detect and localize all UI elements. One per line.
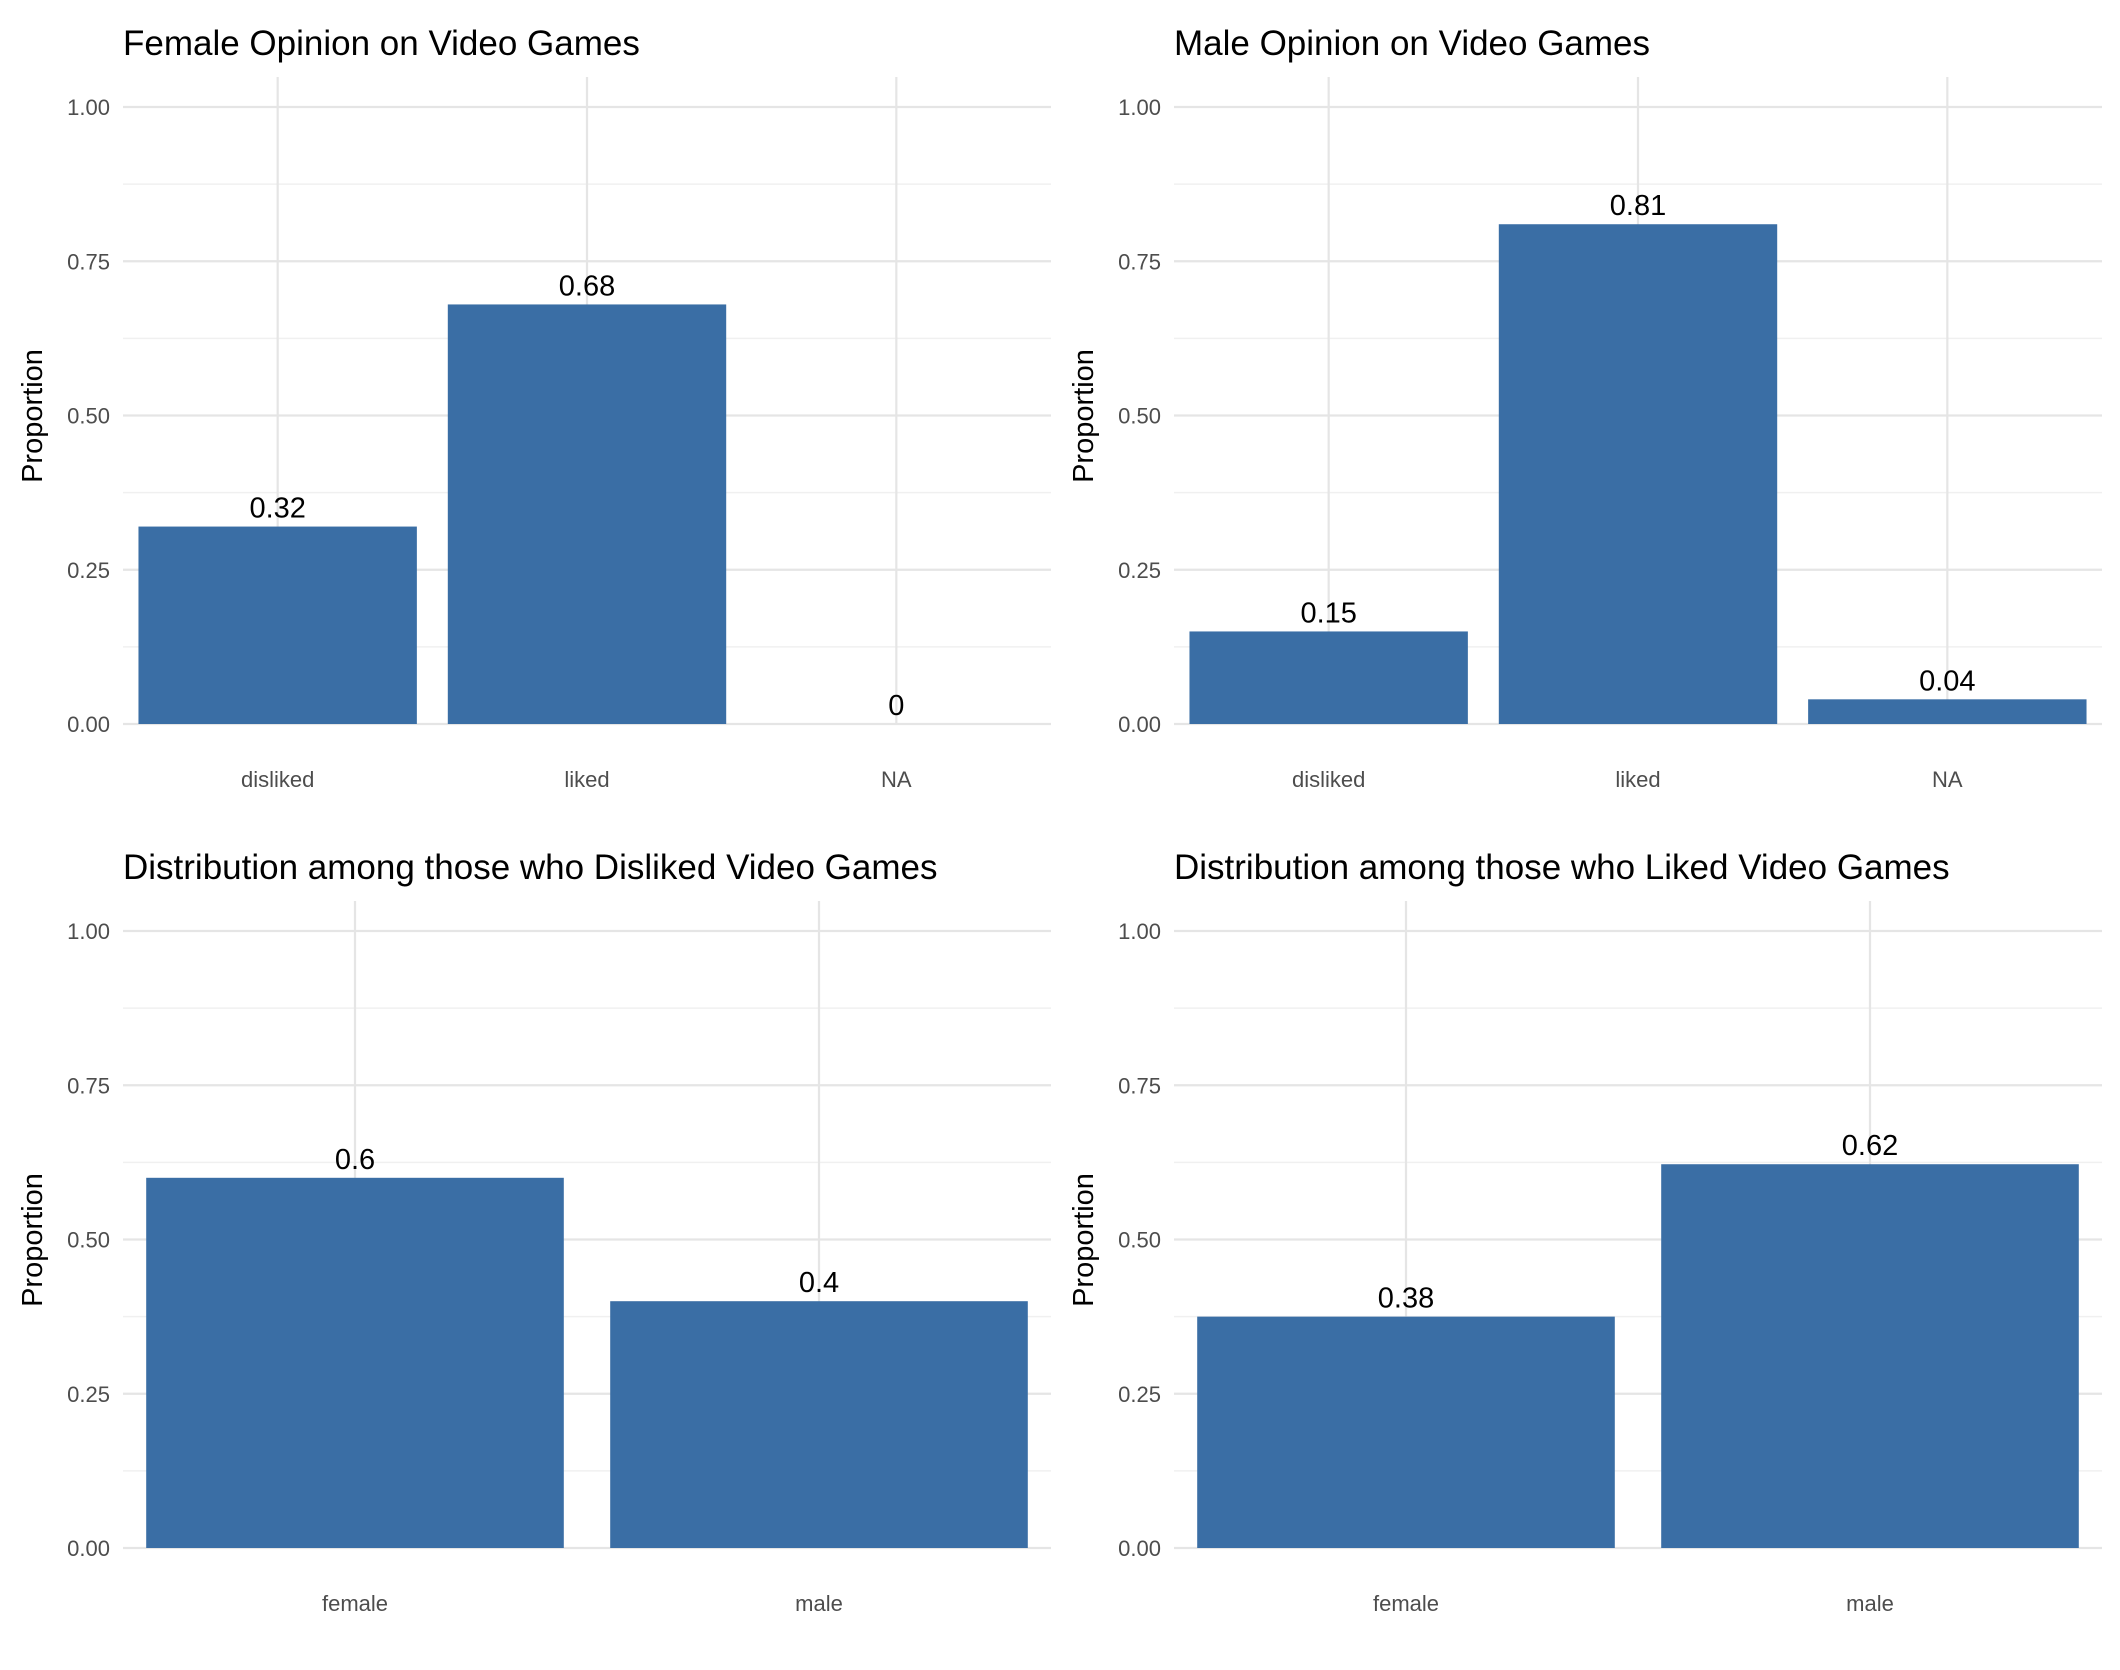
y-tick-label: 0.00: [1118, 712, 1161, 737]
x-tick-label: male: [1846, 1591, 1894, 1616]
chart-title: Distribution among those who Liked Video…: [1174, 848, 1950, 887]
data-label: 0.38: [1378, 1283, 1434, 1315]
chart-title: Distribution among those who Disliked Vi…: [123, 848, 938, 887]
y-tick-label: 0.25: [1118, 558, 1161, 583]
y-axis-label: Proportion: [17, 349, 49, 483]
x-tick-label: NA: [881, 767, 912, 792]
x-tick-label: liked: [1615, 767, 1660, 792]
y-tick-label: 0.50: [1118, 404, 1161, 429]
x-tick-label: NA: [1932, 767, 1963, 792]
chart-panel-4: 0.00 0.25 0.50 0.75 1.00 0.38 female 0.62 male Di…: [1068, 848, 2102, 1616]
bar-disliked: [1189, 631, 1468, 724]
y-tick-label: 0.00: [67, 1536, 110, 1561]
y-tick-label: 0.75: [1118, 249, 1161, 274]
data-label: 0.68: [559, 270, 615, 302]
y-tick-label: 0.75: [67, 1073, 110, 1098]
y-tick-label: 0.00: [67, 712, 110, 737]
y-tick-label: 0.25: [67, 558, 110, 583]
y-tick-label: 0.50: [67, 404, 110, 429]
y-tick-label: 0.50: [67, 1228, 110, 1253]
y-tick-label: 1.00: [1118, 95, 1161, 120]
data-label: 0.4: [799, 1267, 839, 1299]
bar-liked: [1498, 224, 1778, 725]
bar-male: [1661, 1164, 2079, 1548]
chart-panel-2: 0.00 0.25 0.50 0.75 1.00 0.15 disliked 0.81 like…: [1068, 24, 2102, 792]
bar-male: [610, 1301, 1028, 1548]
data-label: 0.32: [249, 493, 305, 525]
x-tick-label: disliked: [1292, 767, 1365, 792]
bar-disliked: [138, 526, 417, 724]
data-label: 0.04: [1919, 665, 1975, 697]
y-tick-label: 1.00: [67, 95, 110, 120]
y-tick-label: 0.25: [1118, 1382, 1161, 1407]
x-tick-label: female: [1373, 1591, 1439, 1616]
chart-title: Male Opinion on Video Games: [1174, 24, 1650, 63]
y-tick-label: 1.00: [1118, 919, 1161, 944]
bar-na: [1808, 699, 2087, 724]
chart-title: Female Opinion on Video Games: [123, 24, 640, 63]
y-tick-label: 0.50: [1118, 1228, 1161, 1253]
y-tick-label: 0.75: [1118, 1073, 1161, 1098]
y-tick-label: 0.25: [67, 1382, 110, 1407]
y-tick-label: 1.00: [67, 919, 110, 944]
y-axis-label: Proportion: [1068, 349, 1100, 483]
bar-female: [1197, 1316, 1615, 1548]
y-tick-label: 0.75: [67, 249, 110, 274]
data-label: 0.6: [335, 1144, 375, 1176]
x-tick-label: male: [795, 1591, 843, 1616]
bar-female: [146, 1177, 564, 1548]
y-axis-label: Proportion: [17, 1173, 49, 1307]
x-tick-label: disliked: [241, 767, 314, 792]
chart-panel-3: 0.00 0.25 0.50 0.75 1.00 0.6 female 0.4 male Dist…: [17, 848, 1051, 1616]
x-tick-label: liked: [564, 767, 609, 792]
data-label: 0: [888, 690, 904, 722]
data-label: 0.81: [1610, 190, 1666, 222]
y-tick-label: 0.00: [1118, 1536, 1161, 1561]
bar-liked: [447, 304, 727, 724]
x-tick-label: female: [322, 1591, 388, 1616]
y-axis-label: Proportion: [1068, 1173, 1100, 1307]
data-label: 0.62: [1842, 1130, 1898, 1162]
chart-panel-1: 0.00 0.25 0.50 0.75 1.00 0.32 disliked 0.68 like…: [17, 24, 1051, 792]
data-label: 0.15: [1300, 597, 1356, 629]
